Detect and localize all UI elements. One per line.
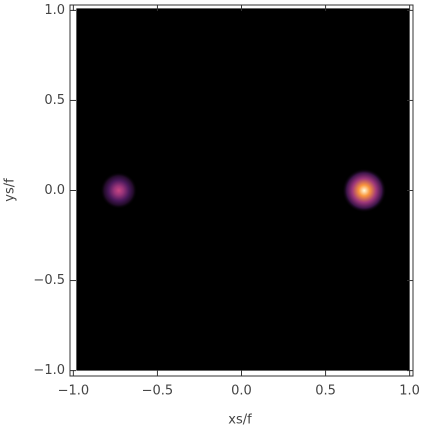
y-axis-label: ys/f [3, 178, 18, 202]
y-tick-label: 1.0 [44, 3, 65, 18]
x-tick-label: 0.5 [315, 384, 336, 399]
spot [342, 168, 387, 213]
y-tick-label: −0.5 [33, 273, 65, 288]
x-tick-label: 1.0 [399, 384, 420, 399]
x-tick-label: −1.0 [58, 384, 90, 399]
y-tick-label: 0.0 [44, 183, 65, 198]
y-tick-label: −1.0 [33, 363, 65, 378]
x-axis-label: xs/f [228, 413, 252, 428]
x-tick-label: −0.5 [142, 384, 174, 399]
y-tick-label: 0.5 [44, 93, 65, 108]
spot [100, 172, 138, 209]
x-tick-label: 0.0 [231, 384, 252, 399]
